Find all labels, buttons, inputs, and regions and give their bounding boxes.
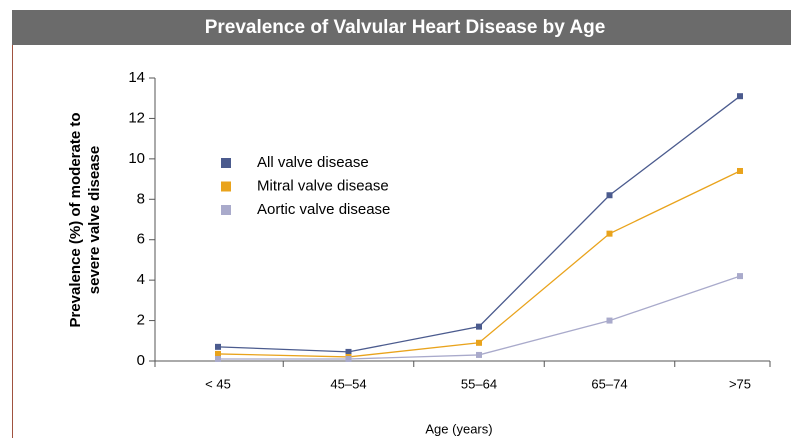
data-point (476, 339, 482, 346)
data-point (345, 348, 352, 355)
data-point (606, 317, 613, 324)
y-tick-label: 2 (137, 312, 145, 329)
x-tick-label: 65–74 (591, 376, 627, 391)
y-tick-label: 8 (137, 190, 145, 207)
data-point (476, 351, 482, 358)
y-tick-label: 10 (128, 150, 145, 167)
y-axis-label: Prevalence (%) of moderate to (67, 112, 84, 327)
y-axis-label: severe valve disease (86, 146, 103, 294)
y-tick-label: 6 (137, 231, 145, 248)
x-axis-label: Age (years) (425, 421, 492, 436)
data-point (737, 273, 743, 280)
y-tick-label: 12 (128, 109, 145, 126)
data-point (606, 230, 613, 237)
title-bar (12, 10, 791, 45)
data-point (476, 323, 482, 330)
data-point (737, 93, 743, 100)
y-tick-label: 4 (137, 271, 145, 288)
legend-marker (221, 205, 231, 215)
legend-label: Aortic valve disease (257, 201, 390, 218)
series-line (218, 275, 741, 360)
legend-label: Mitral valve disease (257, 177, 389, 194)
x-tick-label: < 45 (205, 376, 231, 391)
data-point (345, 355, 352, 362)
data-point (606, 192, 613, 199)
y-tick-label: 0 (137, 352, 145, 369)
legend-marker (221, 158, 231, 168)
y-tick-label: 14 (128, 69, 145, 86)
x-tick-label: 45–54 (330, 376, 366, 391)
series-line (217, 95, 741, 353)
legend-marker (221, 181, 231, 192)
x-tick-label: 55–64 (461, 376, 497, 391)
data-point (215, 350, 221, 357)
data-point (737, 167, 743, 174)
legend-label: All valve disease (257, 154, 369, 171)
chart-title: Prevalence of Valvular Heart Disease by … (205, 17, 606, 38)
data-point (215, 355, 221, 362)
x-tick-label: >75 (729, 376, 751, 391)
data-point (215, 343, 221, 350)
